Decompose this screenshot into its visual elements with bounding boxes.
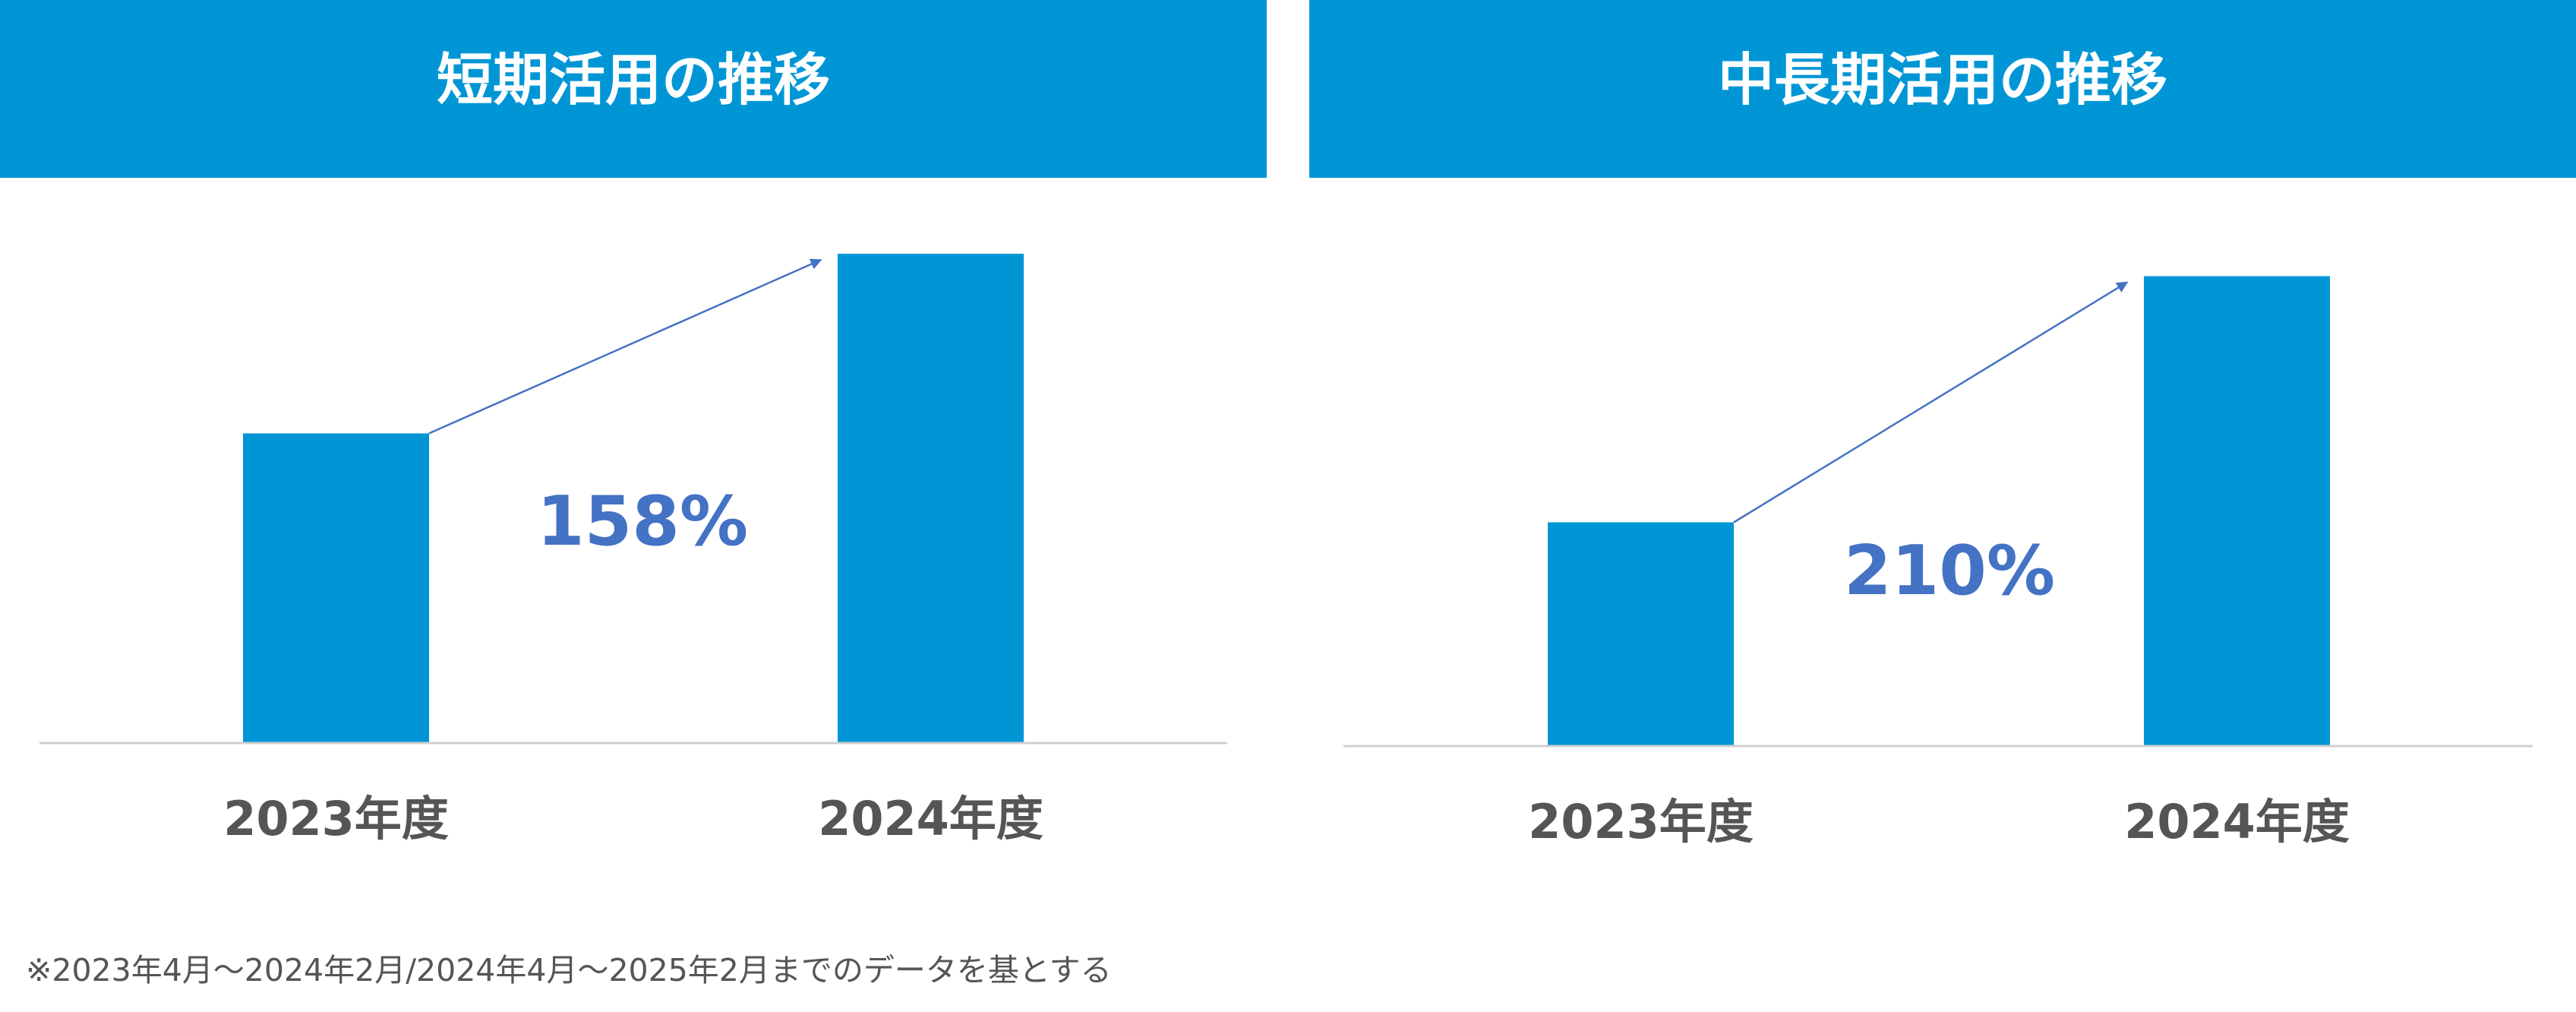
chart-title: 短期活用の推移	[437, 48, 830, 113]
header	[0, 0, 1267, 178]
bar	[838, 253, 1024, 744]
x-tick-label: 2023年度	[1528, 794, 1754, 849]
growth-arrow	[1733, 281, 2129, 523]
bar	[243, 433, 429, 743]
header	[1309, 0, 2576, 178]
x-tick-label: 2024年度	[818, 791, 1043, 846]
bar	[1548, 522, 1734, 746]
bar	[2144, 276, 2330, 746]
chart-title: 中長期活用の推移	[1718, 48, 2167, 113]
x-tick-label: 2023年度	[223, 791, 449, 846]
annotation: 158%	[537, 482, 748, 561]
x-tick-label: 2024年度	[2124, 794, 2350, 849]
growth-arrow	[428, 258, 822, 435]
annotation: 210%	[1844, 531, 2055, 611]
footnote: ※2023年4月～2024年2月/2024年4月～2025年2月までのデータを基…	[26, 952, 1112, 988]
